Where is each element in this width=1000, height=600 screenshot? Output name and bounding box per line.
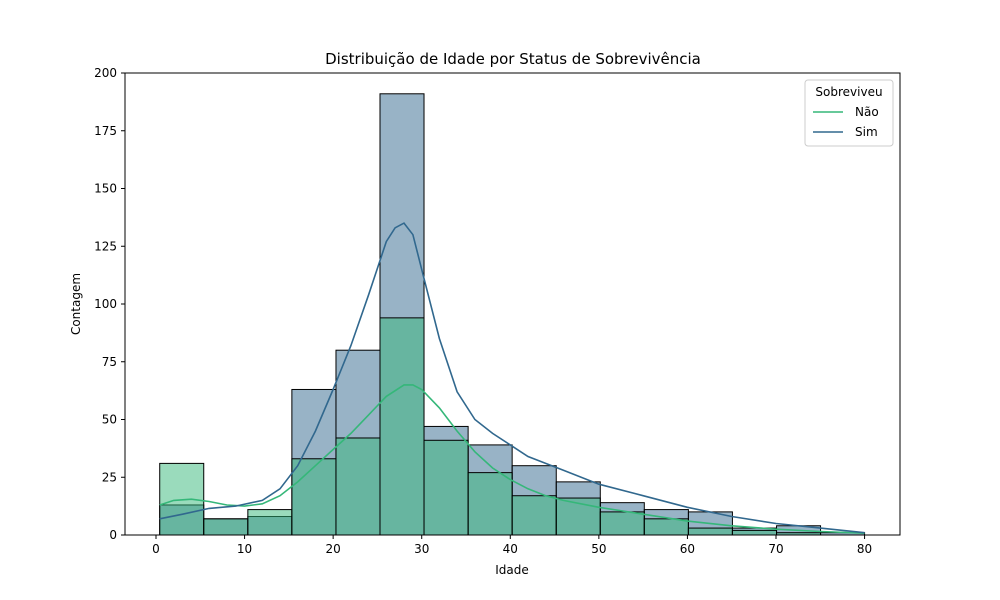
chart-title: Distribuição de Idade por Status de Sobr…	[325, 50, 701, 68]
x-tick-label: 10	[237, 542, 252, 556]
y-tick-label: 125	[94, 239, 117, 253]
y-axis-label: Contagem	[69, 273, 83, 335]
kde-curves	[159, 222, 865, 534]
bar-nao-11	[643, 518, 689, 536]
x-tick-label: 40	[503, 542, 518, 556]
legend-label-nao: Não	[855, 105, 879, 119]
bar-nao-10	[599, 511, 645, 536]
y-tick-label: 175	[94, 124, 117, 138]
bar-nao-6	[423, 439, 469, 536]
x-tick-label: 60	[680, 542, 695, 556]
y-tick-label: 25	[102, 470, 117, 484]
bar-nao-9	[555, 497, 601, 536]
legend-title: Sobreviveu	[815, 85, 882, 99]
x-axis-label: Idade	[495, 563, 529, 577]
bar-nao-12	[687, 527, 733, 536]
y-tick-label: 150	[94, 182, 117, 196]
y-axis: 0 25 50 75 100 125 150 175 200	[94, 66, 125, 542]
kde-curve-sim	[159, 222, 865, 534]
bar-nao-7	[467, 472, 513, 536]
x-tick-label: 50	[591, 542, 606, 556]
bar-nao-2	[247, 509, 293, 536]
x-tick-label: 0	[152, 542, 160, 556]
y-tick-label: 75	[102, 355, 117, 369]
kde-curve-nao	[159, 384, 865, 534]
bar-nao-4	[335, 437, 381, 536]
bar-nao-8	[511, 495, 557, 536]
y-tick-label: 50	[102, 413, 117, 427]
x-tick-label: 20	[326, 542, 341, 556]
legend-box	[804, 79, 894, 147]
x-tick-label: 30	[414, 542, 429, 556]
histogram-bars	[159, 93, 866, 536]
legend-label-sim: Sim	[855, 125, 878, 139]
x-tick-label: 80	[857, 542, 872, 556]
bar-nao-13	[731, 529, 778, 536]
y-tick-label: 100	[94, 297, 117, 311]
legend: Sobreviveu Não Sim	[804, 79, 894, 147]
y-tick-label: 0	[109, 528, 117, 542]
x-tick-label: 70	[768, 542, 783, 556]
x-axis: 0 10 20 30 40 50 60 70 80	[152, 535, 872, 556]
bar-nao-5	[379, 317, 425, 536]
bar-nao-3	[291, 458, 337, 536]
y-tick-label: 200	[94, 66, 117, 80]
bar-nao-1	[203, 518, 249, 536]
